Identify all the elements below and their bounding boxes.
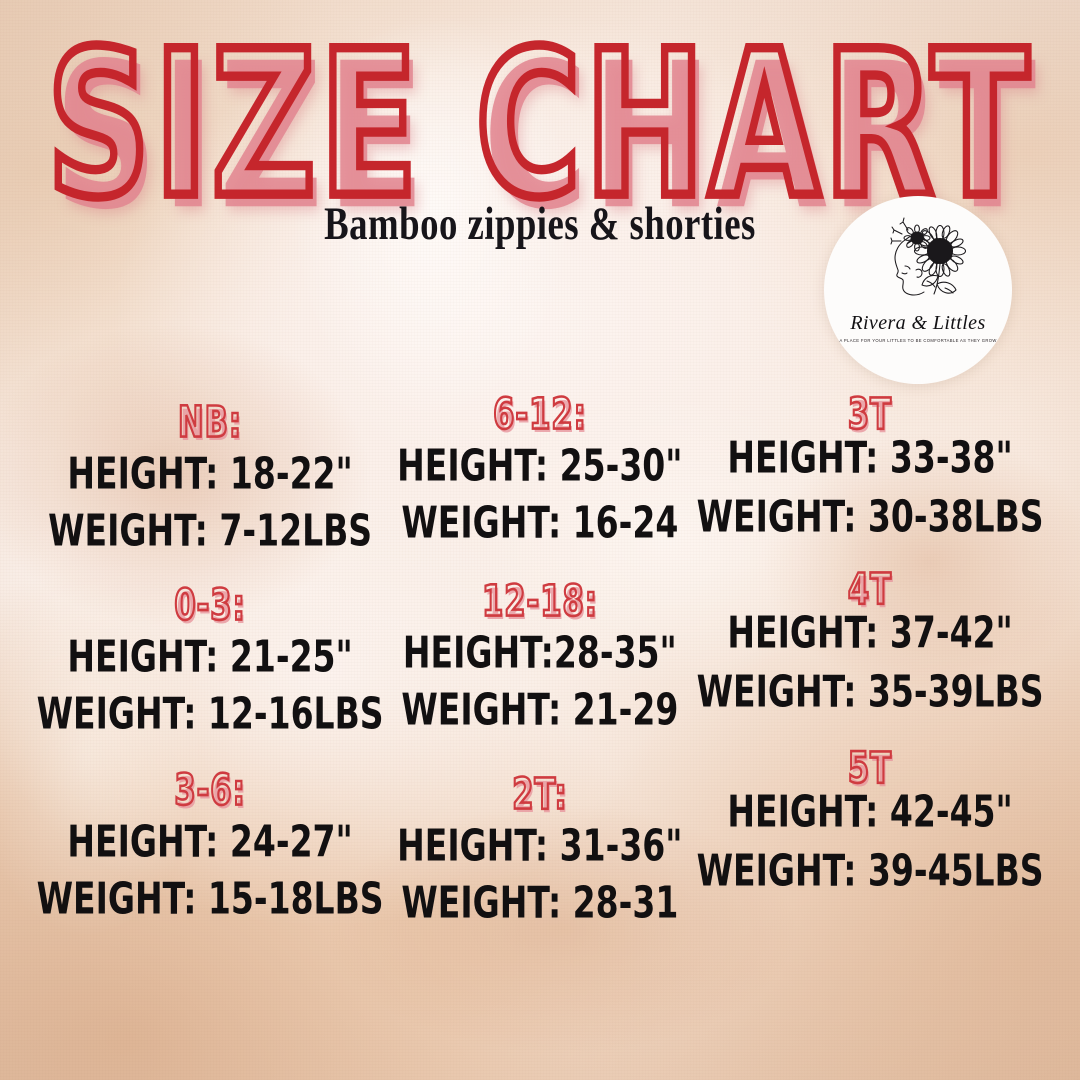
size-grid: NB: HEIGHT: 18-22" WEIGHT: 7-12LBS 0-3: …	[37, 389, 1044, 1012]
weight-value: WEIGHT: 30-38LBS	[696, 493, 1044, 543]
weight-value: WEIGHT: 28-31	[401, 879, 679, 929]
size-label: 12-18:	[481, 576, 599, 627]
size-label: 0-3:	[173, 580, 246, 631]
weight-value: WEIGHT: 35-39LBS	[696, 668, 1044, 718]
height-value: HEIGHT: 42-45"	[727, 788, 1013, 838]
size-entry: 6-12: HEIGHT: 25-30" WEIGHT: 16-24	[380, 389, 700, 548]
size-label: NB:	[177, 397, 243, 448]
weight-value: WEIGHT: 21-29	[401, 686, 679, 736]
brand-name: Rivera & Littles	[850, 312, 986, 334]
page-title: SIZE CHART	[43, 9, 1033, 243]
size-label: 3-6:	[173, 765, 246, 816]
size-label: 6-12:	[492, 389, 587, 440]
size-column-3: 3T HEIGHT: 33-38" WEIGHT: 30-38LBS 4T HE…	[696, 389, 1043, 1012]
height-value: HEIGHT: 33-38"	[727, 433, 1013, 484]
page-subtitle: Bamboo zippies & shorties	[324, 197, 756, 250]
size-entry: 4T HEIGHT: 37-42" WEIGHT: 35-39LBS	[696, 564, 1043, 718]
size-label: 3T	[847, 389, 892, 440]
height-value: HEIGHT: 25-30"	[397, 441, 683, 492]
height-value: HEIGHT: 18-22"	[67, 449, 353, 500]
size-entry: NB: HEIGHT: 18-22" WEIGHT: 7-12LBS	[40, 397, 380, 556]
weight-value: WEIGHT: 39-45LBS	[696, 847, 1044, 897]
size-column-2: 6-12: HEIGHT: 25-30" WEIGHT: 16-24 12-18…	[380, 389, 700, 1012]
height-value: HEIGHT: 21-25"	[67, 633, 353, 683]
size-label: 5T	[847, 743, 892, 794]
weight-value: WEIGHT: 7-12LBS	[48, 507, 373, 557]
size-entry: 5T HEIGHT: 42-45" WEIGHT: 39-45LBS	[696, 743, 1043, 897]
size-entry: 3T HEIGHT: 33-38" WEIGHT: 30-38LBS	[696, 389, 1043, 542]
size-label: 2T:	[511, 769, 568, 820]
weight-value: WEIGHT: 16-24	[401, 499, 679, 549]
height-value: HEIGHT: 31-36"	[397, 822, 683, 872]
weight-value: WEIGHT: 12-16LBS	[36, 690, 384, 740]
size-entry: 12-18: HEIGHT:28-35" WEIGHT: 21-29	[380, 576, 700, 736]
brand-tagline: A PLACE FOR YOUR LITTLES TO BE COMFORTAB…	[839, 338, 997, 343]
title-block: SIZE CHART	[0, 19, 1080, 233]
size-label: 4T	[847, 564, 892, 615]
height-value: HEIGHT:28-35"	[403, 629, 677, 679]
size-entry: 0-3: HEIGHT: 21-25" WEIGHT: 12-16LBS	[37, 580, 384, 740]
size-column-1: NB: HEIGHT: 18-22" WEIGHT: 7-12LBS 0-3: …	[37, 392, 384, 1012]
size-entry: 3-6: HEIGHT: 24-27" WEIGHT: 15-18LBS	[37, 765, 384, 925]
sunflower-woman-profile-icon	[890, 217, 967, 296]
height-value: HEIGHT: 37-42"	[727, 609, 1013, 659]
brand-logo-badge: Rivera & Littles A PLACE FOR YOUR LITTLE…	[824, 196, 1012, 384]
height-value: HEIGHT: 24-27"	[67, 818, 353, 868]
weight-value: WEIGHT: 15-18LBS	[36, 875, 384, 925]
size-entry: 2T: HEIGHT: 31-36" WEIGHT: 28-31	[380, 769, 700, 929]
